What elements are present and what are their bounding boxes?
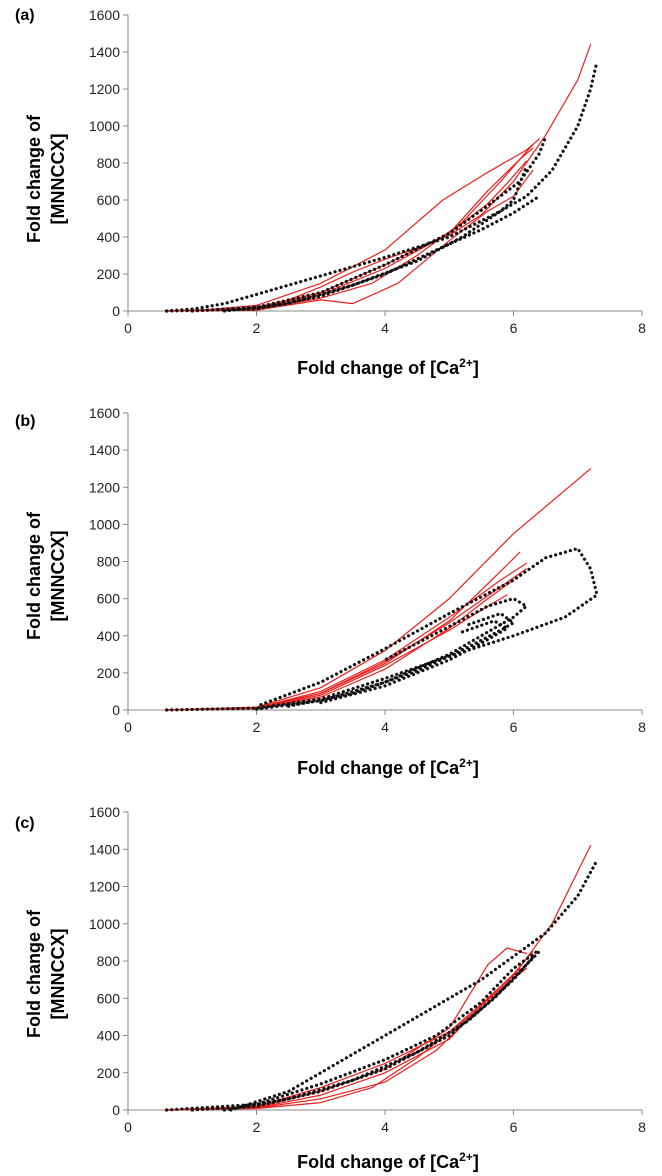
series-line-c-1 xyxy=(166,844,592,1111)
series-line-c-7 xyxy=(165,948,541,1112)
y-tick-label-a: 400 xyxy=(97,229,121,245)
panel-label-b: (b) xyxy=(15,413,35,430)
series-line-b-10 xyxy=(319,619,509,705)
y-tick-label-c: 800 xyxy=(97,953,121,969)
series-line-b-1 xyxy=(166,468,592,711)
series-line-c-3 xyxy=(166,951,534,1111)
chart-panel-c: (c) Fold change of [MNNCCX] Fold change … xyxy=(0,784,662,1176)
series-line-b-4 xyxy=(166,579,515,711)
series-line-a-7 xyxy=(165,59,599,313)
chart-panel-b: (b) Fold change of [MNNCCX] Fold change … xyxy=(0,392,662,784)
chart-panel-a: (a) Fold change of [MNNCCX] Fold change … xyxy=(0,0,662,392)
y-tick-label-b: 1000 xyxy=(89,516,120,532)
x-axis-title-c: Fold change of [Ca2+] xyxy=(297,1150,479,1172)
y-tick-label-b: 1200 xyxy=(89,479,120,495)
y-tick-label-a: 1600 xyxy=(89,7,120,23)
y-tick-label-b: 1600 xyxy=(89,405,120,421)
y-tick-label-c: 600 xyxy=(97,990,121,1006)
x-tick-label-b: 2 xyxy=(253,719,261,735)
x-tick-label-c: 6 xyxy=(510,1119,518,1135)
y-tick-label-a: 800 xyxy=(97,155,121,171)
x-tick-label-a: 4 xyxy=(381,320,389,336)
y-tick-label-a: 1400 xyxy=(89,44,120,60)
y-tick-label-a: 600 xyxy=(97,192,121,208)
x-tick-label-c: 2 xyxy=(253,1119,261,1135)
y-axis-title-line1-b: Fold change of xyxy=(24,511,44,640)
y-axis-title-line2-a: [MNNCCX] xyxy=(48,134,68,225)
series-line-c-4 xyxy=(166,967,521,1111)
series-line-c-6 xyxy=(229,858,599,1112)
chart-svg-b: (b) Fold change of [MNNCCX] Fold change … xyxy=(15,405,646,778)
y-tick-label-a: 1000 xyxy=(89,118,120,134)
series-line-c-9 xyxy=(222,955,535,1112)
y-tick-label-b: 800 xyxy=(97,554,121,570)
y-tick-label-b: 600 xyxy=(97,591,121,607)
series-line-b-8 xyxy=(254,597,528,711)
x-tick-label-b: 8 xyxy=(638,719,646,735)
series-line-c-5 xyxy=(166,967,527,1111)
chart-svg-a: (a) Fold change of [MNNCCX] Fold change … xyxy=(15,7,646,378)
y-axis-title-line2-b: [MNNCCX] xyxy=(48,531,68,622)
y-tick-label-b: 0 xyxy=(112,702,120,718)
y-tick-label-c: 200 xyxy=(97,1065,121,1081)
x-tick-label-a: 6 xyxy=(510,320,518,336)
y-axis-title-line2-c: [MNNCCX] xyxy=(48,929,68,1020)
series-line-b-7 xyxy=(165,546,599,712)
x-tick-label-c: 8 xyxy=(638,1119,646,1135)
series-line-a-9 xyxy=(222,165,528,313)
series-line-a-6 xyxy=(166,160,527,312)
x-tick-label-a: 8 xyxy=(638,320,646,336)
x-axis-title-b: Fold change of [Ca2+] xyxy=(297,756,479,778)
y-tick-label-c: 1600 xyxy=(89,804,120,820)
y-tick-label-c: 1400 xyxy=(89,841,120,857)
y-tick-label-a: 200 xyxy=(97,266,121,282)
y-tick-label-b: 200 xyxy=(97,665,121,681)
y-tick-label-c: 1000 xyxy=(89,916,120,932)
series-line-a-5 xyxy=(166,169,534,312)
series-line-b-9 xyxy=(287,611,516,708)
y-axis-title-line1-c: Fold change of xyxy=(24,909,44,1038)
series-line-a-1 xyxy=(166,44,592,312)
y-tick-label-c: 1200 xyxy=(89,879,120,895)
x-tick-label-a: 2 xyxy=(253,320,261,336)
x-tick-label-c: 0 xyxy=(124,1119,132,1135)
y-tick-label-b: 400 xyxy=(97,628,121,644)
x-tick-label-b: 4 xyxy=(381,719,389,735)
y-tick-label-c: 400 xyxy=(97,1028,121,1044)
series-line-a-8 xyxy=(190,135,548,313)
y-tick-label-c: 0 xyxy=(112,1102,120,1118)
panel-label-a: (a) xyxy=(15,7,35,24)
x-tick-label-a: 0 xyxy=(124,320,132,336)
chart-svg-c: (c) Fold change of [MNNCCX] Fold change … xyxy=(15,804,646,1172)
x-tick-label-c: 4 xyxy=(381,1119,389,1135)
x-tick-label-b: 6 xyxy=(510,719,518,735)
x-tick-label-b: 0 xyxy=(124,719,132,735)
series-line-b-3 xyxy=(166,562,527,711)
series-line-a-10 xyxy=(165,194,541,313)
y-tick-label-a: 0 xyxy=(112,303,120,319)
y-tick-label-a: 1200 xyxy=(89,81,120,97)
y-axis-title-line1-a: Fold change of xyxy=(24,114,44,243)
y-tick-label-b: 1400 xyxy=(89,442,120,458)
series-line-a-4 xyxy=(191,138,540,312)
x-axis-title-a: Fold change of [Ca2+] xyxy=(297,356,479,378)
panel-label-c: (c) xyxy=(15,815,35,832)
